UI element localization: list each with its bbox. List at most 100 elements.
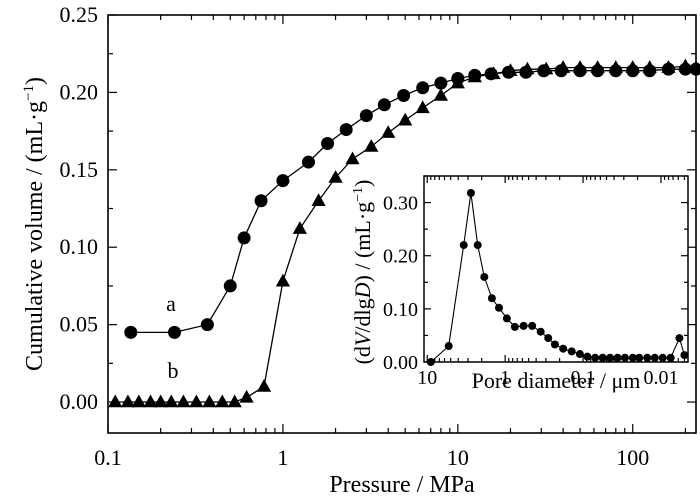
inset-y-title-part-3: ) / (mL·g: [350, 202, 375, 283]
series-a-point: [124, 325, 138, 339]
inset-y-axis-title: (dV/dlgD) / (mL·g−1): [350, 180, 375, 365]
series-b-point: [239, 389, 254, 403]
series-series-0-point: [575, 350, 584, 359]
series-a-point: [168, 325, 182, 339]
series-b-point: [503, 63, 518, 76]
x-tick-label: 1: [500, 367, 510, 389]
series-b-point: [450, 75, 465, 89]
inset-y-title-part-2: /dlg: [350, 298, 375, 332]
series-b-point: [590, 60, 605, 73]
series-b-point: [275, 273, 290, 287]
x-tick-label: 10: [447, 445, 469, 470]
series-b-point: [625, 60, 640, 73]
series-a-point: [237, 231, 251, 245]
series-a-point: [254, 194, 268, 208]
series-series-0-point: [559, 344, 568, 353]
y-tick-label: 0.05: [60, 312, 99, 337]
y-tick-label: 0.15: [60, 157, 99, 182]
series-b-point: [608, 60, 623, 73]
series-b-point: [153, 394, 168, 408]
inset-y-title-v: V: [350, 330, 375, 346]
series-b-point: [292, 221, 307, 234]
series-series-0-point: [666, 353, 675, 362]
y-tick-label: 0.00: [60, 389, 99, 414]
series-b-point: [486, 66, 501, 80]
series-b-point: [176, 394, 191, 408]
series-series-0-point: [658, 353, 667, 362]
series-b-point: [467, 69, 482, 83]
series-series-0-point: [544, 334, 553, 343]
y-tick-label: 0.25: [60, 2, 99, 27]
main-axes-ticks: 0.1 1 10 100 0.00 0.05 0.10 0.15 0.20 0.25: [60, 2, 696, 470]
series-series-0-point: [606, 353, 615, 362]
y-tick-label: 0.10: [60, 234, 99, 259]
y-tick-label: 0.10: [383, 299, 418, 321]
series-b-point: [345, 151, 360, 165]
main-y-axis-title-text: Cumulative volume / (mL·g: [22, 101, 48, 371]
series-series-0-point: [613, 353, 622, 362]
x-tick-label: 0.1: [94, 445, 122, 470]
series-series-0-point: [487, 294, 496, 303]
main-x-axis-title: Pressure / MPa: [329, 472, 475, 498]
x-tick-label: 0.01: [643, 367, 678, 389]
series-b-point: [189, 394, 204, 408]
x-tick-label: 100: [616, 445, 649, 470]
series-series-0-point: [444, 342, 453, 351]
series-a-label: a: [166, 291, 176, 316]
series-b-point: [364, 139, 379, 152]
series-b-point: [398, 112, 413, 126]
series-series-0-point: [583, 352, 592, 361]
series-series-0-point: [510, 322, 519, 331]
series-b-point: [143, 394, 158, 408]
series-b-point: [688, 60, 700, 73]
series-a-point: [276, 174, 290, 188]
series-a-point: [223, 279, 237, 293]
series-series-0-point: [536, 327, 545, 336]
series-series-0-point: [519, 321, 528, 330]
series-series-0-point: [473, 241, 482, 250]
main-series-layer: [108, 58, 700, 408]
series-a-point: [339, 123, 353, 137]
series-a-point: [397, 89, 411, 103]
series-b-point: [539, 61, 554, 75]
main-y-axis-title-exponent: −1: [21, 85, 37, 101]
inset-y-title-close: ): [350, 180, 375, 187]
series-series-0-point: [635, 353, 644, 362]
x-tick-label: 0.1: [571, 367, 596, 389]
series-b-point: [202, 394, 217, 408]
series-series-0-point: [426, 358, 435, 366]
series-series-0-point: [459, 241, 468, 250]
inset-y-title-part-1: (d: [350, 346, 375, 364]
series-series-0-point: [598, 353, 607, 362]
series-a-point: [416, 81, 430, 95]
inset-series-layer: [426, 189, 689, 366]
inset-y-title-exponent: −1: [351, 187, 366, 202]
main-plot-frame: [107, 14, 697, 434]
main-y-axis-title: Cumulative volume / (mL·g−1): [21, 77, 48, 371]
series-b-point: [661, 60, 676, 73]
y-tick-label: 0.20: [60, 79, 99, 104]
series-b-point: [642, 60, 657, 73]
series-b-point: [108, 394, 123, 408]
y-tick-label: 0.30: [383, 193, 418, 215]
series-b-point: [256, 379, 272, 392]
series-b-label: b: [168, 358, 179, 383]
series-series-0-point: [494, 303, 503, 312]
series-series-0-point: [675, 334, 684, 343]
y-tick-label: 0.00: [383, 352, 418, 374]
series-a-point: [200, 318, 214, 332]
series-series-0-point: [480, 272, 489, 281]
series-b-point: [415, 100, 430, 114]
series-a-point: [321, 136, 335, 150]
series-a-point: [301, 155, 315, 169]
inset-x-axis-title: Pore diameter / μm: [472, 368, 641, 393]
inset-y-title-d: D: [350, 282, 375, 299]
series-b-point: [678, 58, 693, 72]
inset-plot-frame: [423, 175, 689, 363]
series-b-point: [573, 60, 588, 73]
series-a-point: [434, 76, 448, 90]
y-tick-label: 0.20: [383, 246, 418, 268]
series-series-0-point: [620, 353, 629, 362]
series-series-0-point: [567, 347, 576, 356]
